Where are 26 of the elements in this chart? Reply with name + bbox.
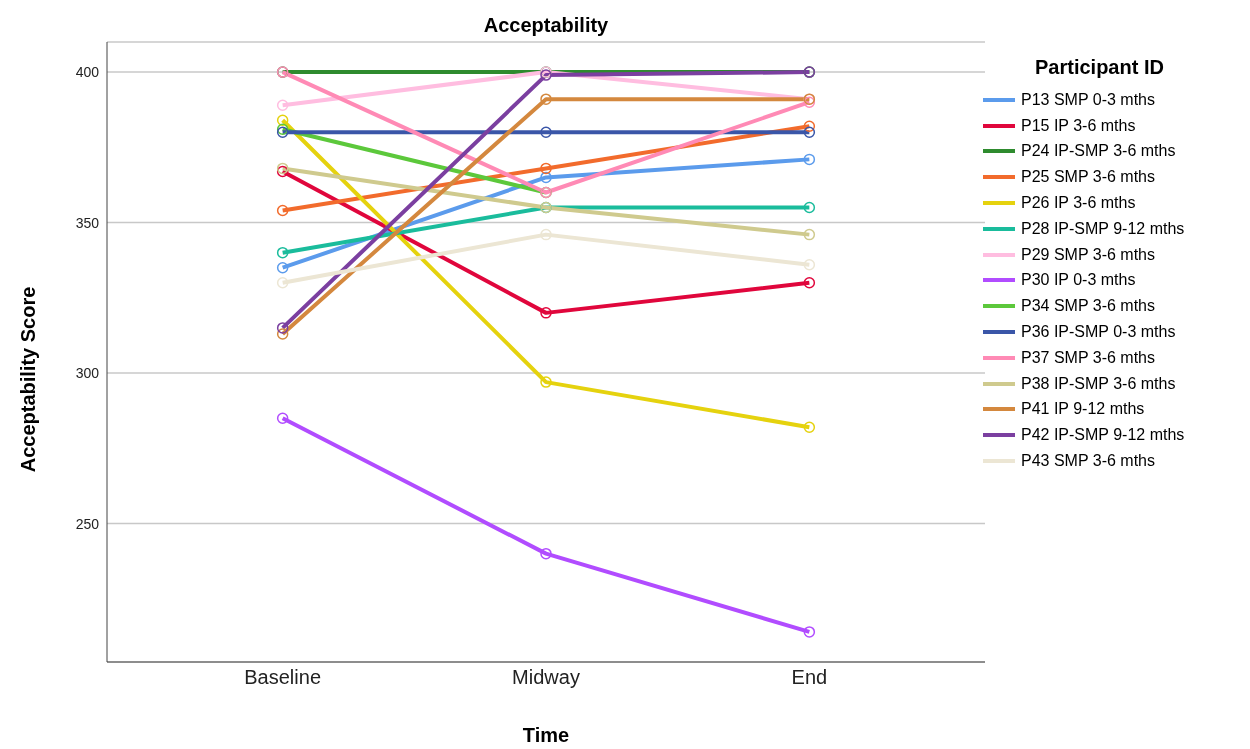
legend-label: P29 SMP 3-6 mths: [1021, 245, 1155, 264]
y-tick-label: 250: [75, 515, 100, 532]
chart-title: Acceptability: [482, 14, 610, 37]
x-axis-title: Time: [521, 724, 571, 747]
legend-label: P38 IP-SMP 3-6 mths: [1021, 374, 1176, 393]
legend-label: P24 IP-SMP 3-6 mths: [1021, 142, 1176, 161]
legend-label: P41 IP 9-12 mths: [1021, 400, 1145, 419]
legend-label: P30 IP 0-3 mths: [1021, 271, 1136, 290]
legend-label: P15 IP 3-6 mths: [1021, 116, 1136, 135]
x-tick-label: Baseline: [244, 666, 322, 689]
legend-label: P34 SMP 3-6 mths: [1021, 297, 1155, 316]
legend-label: P43 SMP 3-6 mths: [1021, 452, 1155, 471]
legend-label: P28 IP-SMP 9-12 mths: [1021, 219, 1185, 238]
x-tick-label: Midway: [512, 666, 580, 689]
legend-label: P26 IP 3-6 mths: [1021, 194, 1136, 213]
legend-label: P36 IP-SMP 0-3 mths: [1021, 323, 1176, 342]
legend-title: Participant ID: [1035, 56, 1165, 79]
y-axis-title: Acceptability Score: [16, 285, 40, 475]
y-tick-label: 300: [75, 365, 100, 382]
y-tick-label: 400: [75, 64, 100, 81]
x-tick-label: End: [791, 666, 828, 689]
legend-label: P25 SMP 3-6 mths: [1021, 168, 1155, 187]
legend-label: P42 IP-SMP 9-12 mths: [1021, 426, 1185, 445]
legend-label: P37 SMP 3-6 mths: [1021, 348, 1155, 367]
legend-label: P13 SMP 0-3 mths: [1021, 90, 1155, 109]
y-tick-label: 350: [75, 214, 100, 231]
